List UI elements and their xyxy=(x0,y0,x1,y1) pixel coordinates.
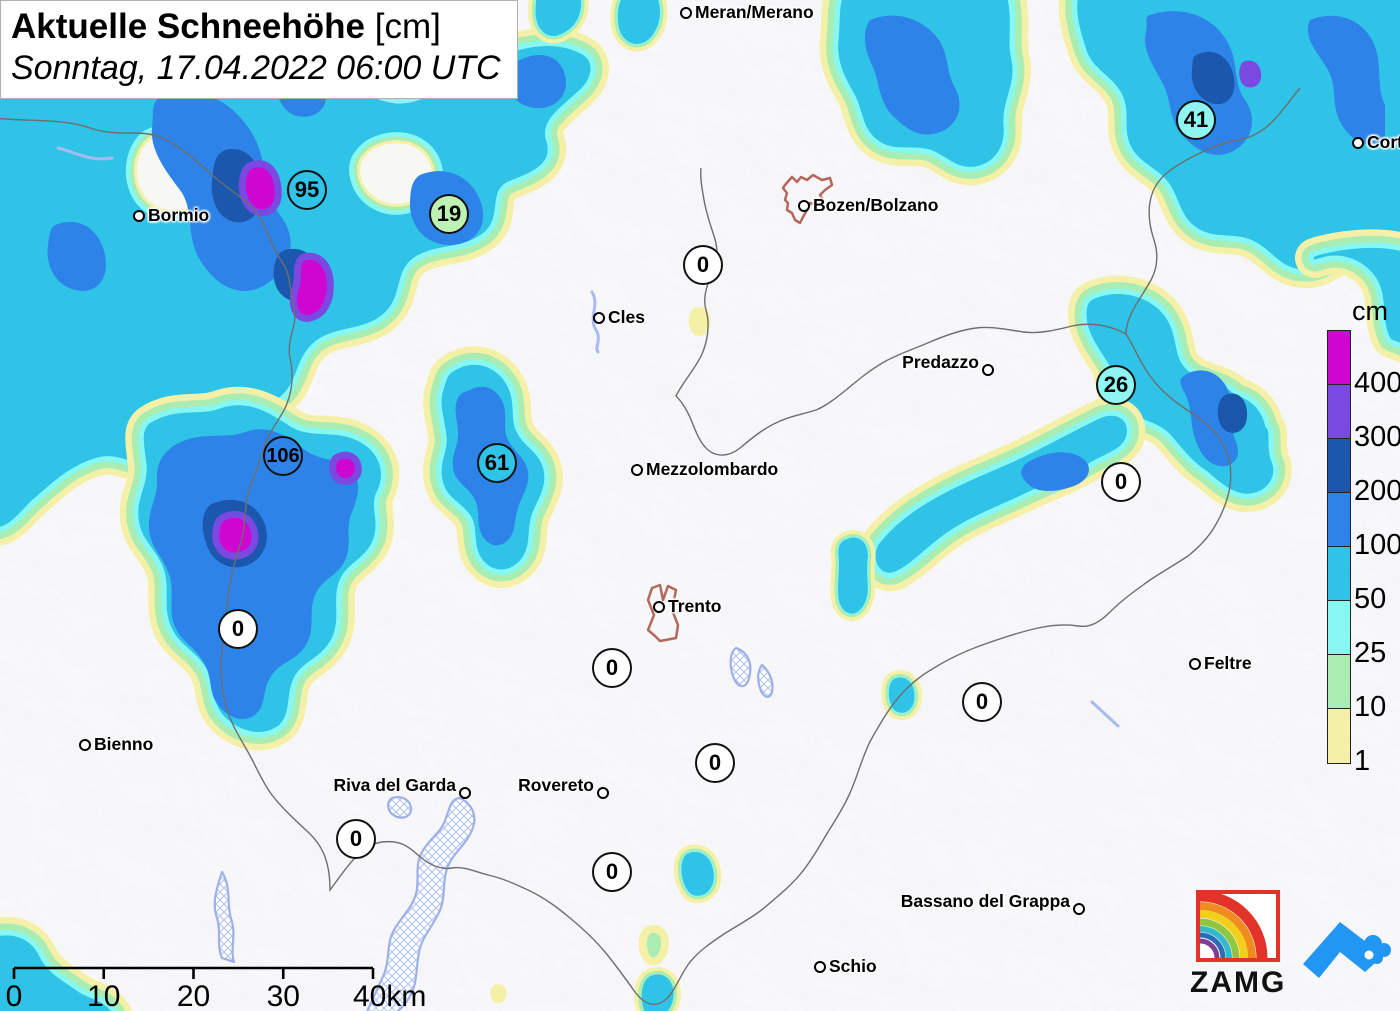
legend-tick-label: 400 xyxy=(1354,367,1400,399)
city-marker xyxy=(798,200,810,212)
city-marker xyxy=(814,961,826,973)
map-title-unit: [cm] xyxy=(374,7,441,46)
city-label: Cortina xyxy=(1367,132,1400,152)
lake-west xyxy=(213,870,236,964)
station-marker: 106 xyxy=(263,436,303,476)
city-label: Bienno xyxy=(94,734,154,754)
city-label: Bassano del Grappa xyxy=(900,891,1070,911)
snow-core-purple xyxy=(1239,60,1262,88)
scale-bar-line xyxy=(12,966,375,979)
lake-caldonazzo xyxy=(729,646,752,688)
city-marker xyxy=(653,601,665,613)
station-marker: 19 xyxy=(429,194,469,234)
city-boundary-layer xyxy=(646,173,834,643)
city-marker xyxy=(1189,658,1201,670)
city-marker xyxy=(1073,903,1085,915)
map-title-main: Aktuelle Schneehöhe xyxy=(11,7,365,46)
legend-tick-label: 100 xyxy=(1354,529,1400,561)
station-marker: 0 xyxy=(218,609,258,649)
city-label: Bozen/Bolzano xyxy=(813,195,939,215)
city-label: Riva del Garda xyxy=(333,775,456,795)
zamg-wordmark: ZAMG xyxy=(1190,966,1287,999)
partner-logo xyxy=(1295,912,1400,997)
map-title-box: Aktuelle Schneehöhe [cm] Sonntag, 17.04.… xyxy=(0,0,518,99)
legend-color-bar xyxy=(1327,330,1351,764)
legend-seg-100 xyxy=(1328,493,1350,547)
city-marker xyxy=(133,210,145,222)
legend-seg-300 xyxy=(1328,385,1350,439)
lake-garda xyxy=(366,796,476,1011)
lake-small-north xyxy=(387,796,413,819)
station-marker: 0 xyxy=(592,648,632,688)
zamg-logo xyxy=(1192,886,1292,971)
city-marker xyxy=(459,787,471,799)
city-label: Schio xyxy=(829,956,877,976)
station-marker: 0 xyxy=(592,852,632,892)
legend-tick-label: 25 xyxy=(1354,637,1387,669)
map-title: Aktuelle Schneehöhe [cm] xyxy=(11,6,501,48)
river-northwest xyxy=(56,146,114,161)
station-marker: 0 xyxy=(336,819,376,859)
legend-seg-10 xyxy=(1328,655,1350,709)
city-label: Predazzo xyxy=(902,352,979,372)
water-layer xyxy=(56,146,1120,1011)
scale-bar: 0 10 20 30 40km xyxy=(0,956,460,1011)
legend-seg-50 xyxy=(1328,547,1350,601)
river-east xyxy=(1090,700,1120,728)
trento-boundary xyxy=(646,583,680,643)
city-label: Cles xyxy=(608,307,645,327)
snow-depth-legend: cm 400 300 200 100 50 25 10 1 xyxy=(1318,296,1400,777)
zamg-rainbow-icon xyxy=(1196,890,1280,962)
blue-mountain-icon xyxy=(1303,922,1391,978)
lake-levico xyxy=(757,663,774,698)
station-marker: 0 xyxy=(1101,462,1141,502)
scale-bar-label: 20 xyxy=(176,980,211,1011)
city-label: Bormio xyxy=(148,205,210,225)
city-label: Feltre xyxy=(1204,653,1252,673)
legend-tick-label: 300 xyxy=(1354,421,1400,453)
station-marker: 26 xyxy=(1096,365,1136,405)
city-marker xyxy=(593,312,605,324)
bozen-boundary xyxy=(781,173,834,225)
city-label: Meran/Merano xyxy=(695,2,814,22)
scale-bar-label: 0 xyxy=(5,980,23,1011)
legend-tick-label: 200 xyxy=(1354,475,1400,507)
legend-seg-400 xyxy=(1328,331,1350,385)
city-marker xyxy=(982,364,994,376)
river-cles xyxy=(590,290,600,354)
legend-tick-label: 10 xyxy=(1354,691,1387,723)
station-marker: 61 xyxy=(477,443,517,483)
legend-seg-1 xyxy=(1328,709,1350,763)
legend-tick-label: 1 xyxy=(1354,745,1371,777)
city-label: Mezzolombardo xyxy=(646,459,779,479)
scale-bar-label: 30 xyxy=(266,980,300,1011)
city-marker xyxy=(631,464,643,476)
scale-bar-label: 10 xyxy=(87,980,121,1011)
scale-bar-label: 40km xyxy=(353,980,427,1011)
station-marker: 0 xyxy=(962,682,1002,722)
city-marker xyxy=(597,787,609,799)
city-marker xyxy=(680,7,692,19)
map-subtitle: Sonntag, 17.04.2022 06:00 UTC xyxy=(11,49,501,87)
station-marker: 95 xyxy=(287,170,327,210)
snow-core-magenta xyxy=(212,160,362,560)
snow-core-blue xyxy=(47,11,1385,720)
city-label: Trento xyxy=(668,596,722,616)
border-layer xyxy=(0,87,1301,1006)
legend-tick-label: 50 xyxy=(1354,583,1387,615)
city-marker xyxy=(79,739,91,751)
city-marker xyxy=(1352,137,1364,149)
city-label: Rovereto xyxy=(518,775,594,795)
legend-seg-200 xyxy=(1328,439,1350,493)
station-marker: 0 xyxy=(683,245,723,285)
station-marker: 0 xyxy=(695,743,735,783)
legend-seg-25 xyxy=(1328,601,1350,655)
legend-unit-label: cm xyxy=(1352,296,1388,326)
station-marker: 41 xyxy=(1176,100,1216,140)
